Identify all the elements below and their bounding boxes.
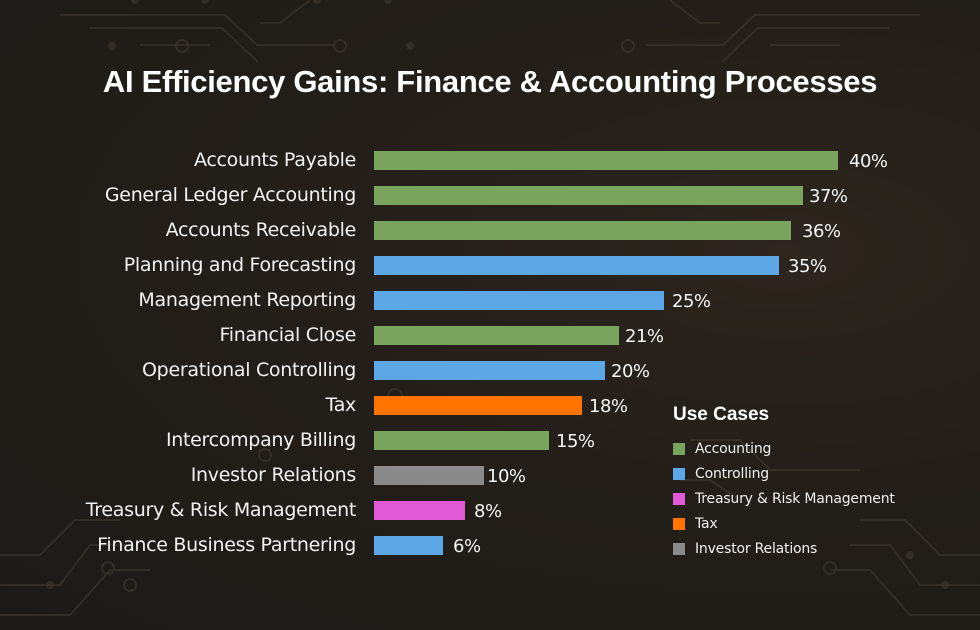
bar-label: Investor Relations xyxy=(190,464,357,486)
bar-label: Planning and Forecasting xyxy=(123,254,357,276)
bar-planning-and-forecasting[interactable] xyxy=(374,256,779,275)
legend-item-tax[interactable]: Tax xyxy=(673,511,895,536)
bar-label: Intercompany Billing xyxy=(165,429,356,451)
bar-general-ledger-accounting[interactable] xyxy=(374,186,803,205)
bar-value-label: 6% xyxy=(453,536,481,557)
bar-treasury-risk-management[interactable] xyxy=(374,501,465,520)
legend-item-controlling[interactable]: Controlling xyxy=(673,461,895,486)
legend-label: Controlling xyxy=(695,465,769,482)
bar-value-label: 37% xyxy=(809,186,848,207)
legend-label: Tax xyxy=(695,515,718,532)
bar-accounts-payable[interactable] xyxy=(374,151,838,170)
legend-swatch-icon xyxy=(673,442,685,455)
legend: Use Cases Accounting Controlling Treasur… xyxy=(673,404,895,561)
bar-value-label: 10% xyxy=(487,466,526,487)
legend-label: Accounting xyxy=(695,440,772,457)
bar-label: Treasury & Risk Management xyxy=(85,499,357,521)
bar-value-label: 40% xyxy=(849,151,888,172)
bar-value-label: 15% xyxy=(556,431,595,452)
legend-item-accounting[interactable]: Accounting xyxy=(673,436,895,461)
bar-investor-relations[interactable] xyxy=(374,466,484,485)
legend-title: Use Cases xyxy=(673,404,770,425)
legend-swatch-icon xyxy=(673,467,685,480)
legend-label: Investor Relations xyxy=(695,540,818,557)
bar-value-label: 20% xyxy=(611,361,650,382)
bar-row: Finance Business Partnering 6% xyxy=(0,528,980,563)
bar-row: Planning and Forecasting 35% xyxy=(0,248,980,283)
bar-value-label: 35% xyxy=(788,256,827,277)
bar-label: Operational Controlling xyxy=(142,359,356,381)
bar-tax[interactable] xyxy=(374,396,582,415)
bar-value-label: 36% xyxy=(802,221,841,242)
legend-item-treasury-risk-management[interactable]: Treasury & Risk Management xyxy=(673,486,895,511)
bar-label: Accounts Receivable xyxy=(165,219,357,241)
legend-item-investor-relations[interactable]: Investor Relations xyxy=(673,536,895,561)
bar-row: Management Reporting 25% xyxy=(0,283,980,318)
bar-value-label: 8% xyxy=(474,501,502,522)
bar-row: Investor Relations 10% xyxy=(0,458,980,493)
bar-row: Intercompany Billing 15% xyxy=(0,423,980,458)
bar-management-reporting[interactable] xyxy=(374,291,664,310)
bar-label: Management Reporting xyxy=(138,289,356,311)
bar-row: Treasury & Risk Management 8% xyxy=(0,493,980,528)
bar-label: General Ledger Accounting xyxy=(104,184,356,206)
legend-swatch-icon xyxy=(673,492,685,505)
bar-label: Accounts Payable xyxy=(193,149,356,171)
legend-label: Treasury & Risk Management xyxy=(695,490,895,507)
chart-title: AI Efficiency Gains: Finance & Accountin… xyxy=(102,64,878,99)
bar-label: Finance Business Partnering xyxy=(97,534,356,556)
bar-row: Accounts Receivable 36% xyxy=(0,213,980,248)
bar-row: Financial Close 21% xyxy=(0,318,980,353)
bar-value-label: 25% xyxy=(672,291,711,312)
bar-accounts-receivable[interactable] xyxy=(374,221,791,240)
bar-financial-close[interactable] xyxy=(374,326,619,345)
bar-value-label: 18% xyxy=(589,396,628,417)
bar-label: Financial Close xyxy=(219,324,357,346)
bar-row: Accounts Payable 40% xyxy=(0,143,980,178)
bar-finance-business-partnering[interactable] xyxy=(374,536,443,555)
bar-label: Tax xyxy=(325,394,357,416)
bar-row: Operational Controlling 20% xyxy=(0,353,980,388)
bar-value-label: 21% xyxy=(625,326,664,347)
legend-swatch-icon xyxy=(673,517,685,530)
bar-row: General Ledger Accounting 37% xyxy=(0,178,980,213)
legend-swatch-icon xyxy=(673,542,685,555)
bar-intercompany-billing[interactable] xyxy=(374,431,549,450)
bar-operational-controlling[interactable] xyxy=(374,361,605,380)
bar-row: Tax 18% xyxy=(0,388,980,423)
